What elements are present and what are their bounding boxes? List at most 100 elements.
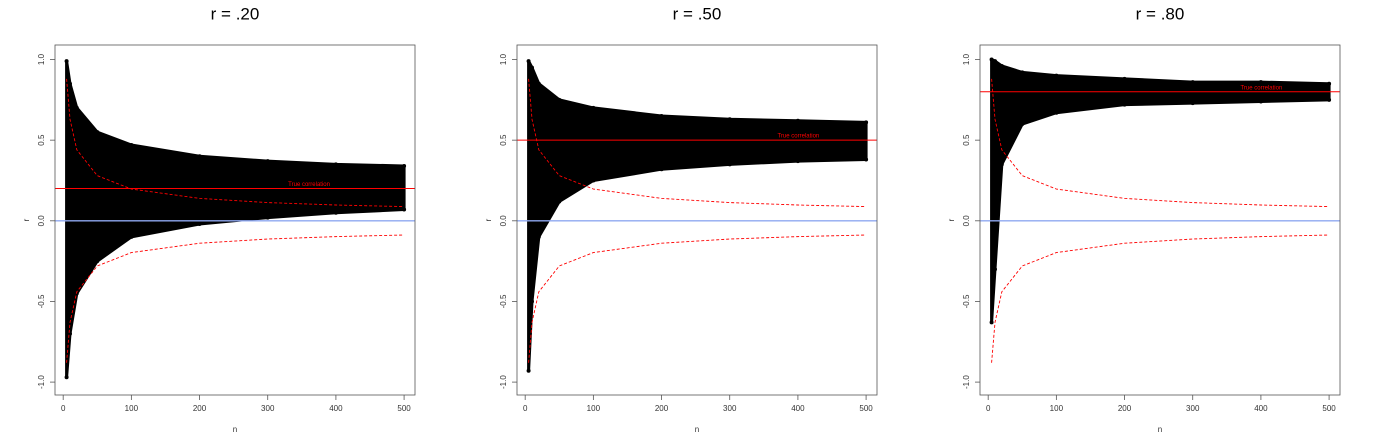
point: [95, 130, 100, 135]
point: [530, 65, 534, 70]
x-tick-label: 0: [986, 404, 991, 413]
scatter-cloud: [527, 59, 868, 373]
point: [864, 157, 869, 162]
critical-line: [528, 78, 867, 208]
x-tick-label: 400: [791, 404, 805, 413]
point: [1020, 122, 1025, 127]
point: [1054, 73, 1059, 78]
x-tick-label: 300: [1186, 404, 1200, 413]
point: [591, 105, 596, 110]
point: [659, 167, 664, 172]
point: [993, 59, 997, 64]
y-tick-label: 0.0: [37, 215, 46, 227]
panel: r = .80 True correlation 0 100 200 300 400 500 -…: [947, 4, 1341, 434]
point: [1054, 110, 1059, 115]
point: [64, 59, 69, 64]
point: [333, 210, 338, 215]
y-tick-label: 0.5: [499, 134, 508, 146]
point: [68, 81, 72, 86]
y-axis-label: r: [947, 218, 956, 221]
point: [999, 63, 1004, 68]
point: [74, 105, 79, 110]
point: [265, 159, 270, 164]
x-tick-label: 300: [261, 404, 275, 413]
y-tick-label: 1.0: [37, 53, 46, 65]
panel: r = .20 True correlation 0 100 200 300 400 500 -…: [22, 4, 416, 434]
critical-line: [66, 234, 405, 363]
critical-line: [528, 234, 867, 363]
point: [402, 163, 407, 168]
point: [795, 118, 800, 123]
point: [993, 267, 997, 272]
point: [1020, 70, 1025, 75]
point: [989, 57, 994, 62]
x-tick-label: 0: [523, 404, 528, 413]
point: [1122, 76, 1127, 81]
scatter-cloud: [65, 59, 406, 379]
point: [1327, 97, 1332, 102]
x-axis-label: n: [233, 425, 237, 434]
y-tick-label: 0.5: [962, 134, 971, 146]
y-tick-label: -1.0: [962, 375, 971, 389]
chart-title: r = .50: [673, 4, 722, 23]
point: [591, 178, 596, 183]
x-tick-label: 200: [655, 404, 669, 413]
point: [1258, 99, 1263, 104]
critical-line: [991, 78, 1330, 208]
y-tick-label: 0.5: [37, 134, 46, 146]
point: [129, 234, 134, 239]
point: [1327, 81, 1332, 86]
point: [402, 207, 407, 212]
annotation: True correlation: [288, 182, 330, 188]
x-axis-label: n: [695, 425, 699, 434]
x-tick-label: 200: [1118, 404, 1132, 413]
x-tick-label: 100: [125, 404, 139, 413]
point: [1122, 102, 1127, 107]
x-tick-label: 500: [1322, 404, 1336, 413]
point: [1258, 80, 1263, 85]
point: [727, 162, 732, 167]
y-tick-label: 1.0: [499, 53, 508, 65]
point: [1190, 101, 1195, 106]
point: [659, 113, 664, 118]
point: [727, 117, 732, 122]
y-tick-label: 1.0: [962, 53, 971, 65]
point: [557, 199, 562, 204]
x-tick-label: 100: [1050, 404, 1064, 413]
panel: r = .50 True correlation 0 100 200 300 400 500 -…: [484, 4, 878, 434]
x-tick-label: 300: [723, 404, 737, 413]
point: [536, 234, 541, 239]
y-tick-label: -1.0: [499, 375, 508, 389]
critical-line: [66, 78, 405, 208]
x-tick-label: 500: [859, 404, 873, 413]
point: [795, 159, 800, 164]
plot-frame: [979, 44, 1341, 396]
point: [526, 368, 531, 373]
point: [864, 120, 869, 125]
x-tick-label: 500: [397, 404, 411, 413]
x-tick-label: 0: [61, 404, 66, 413]
x-tick-label: 400: [1254, 404, 1268, 413]
plot-frame: [516, 44, 878, 396]
y-axis-label: r: [484, 218, 493, 221]
annotation: True correlation: [1240, 85, 1282, 91]
point: [333, 162, 338, 167]
critical-line: [991, 234, 1330, 363]
y-tick-label: 0.0: [962, 215, 971, 227]
point: [557, 97, 562, 102]
scatter-cloud: [990, 58, 1331, 324]
y-tick-label: -1.0: [37, 375, 46, 389]
y-tick-label: 0.0: [499, 215, 508, 227]
point: [999, 162, 1004, 167]
point: [197, 222, 202, 227]
point: [64, 375, 69, 380]
point: [265, 215, 270, 220]
x-tick-label: 400: [329, 404, 343, 413]
x-axis-label: n: [1158, 425, 1162, 434]
plot-frame: [54, 44, 416, 396]
y-tick-label: -0.5: [962, 294, 971, 308]
y-tick-label: -0.5: [499, 294, 508, 308]
point: [989, 320, 994, 325]
chart-title: r = .20: [211, 4, 260, 23]
